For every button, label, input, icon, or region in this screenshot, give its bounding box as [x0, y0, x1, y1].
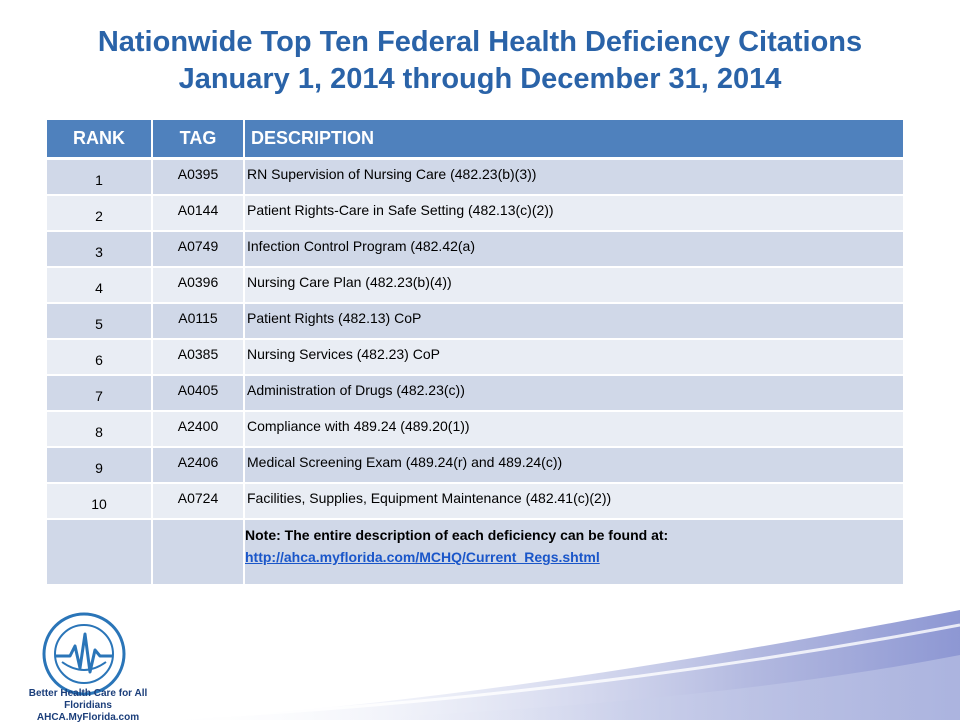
rank-cell: 6	[47, 339, 153, 376]
table-row: 4 A0396 Nursing Care Plan (482.23(b)(4))	[47, 267, 903, 304]
table-row: 9 A2406 Medical Screening Exam (489.24(r) …	[47, 447, 903, 484]
description-cell: Facilities, Supplies, Equipment Maintena…	[244, 483, 903, 520]
rank-cell: 10	[47, 483, 153, 520]
tag-cell: A2406	[152, 447, 245, 484]
tag-cell: A0385	[152, 339, 245, 376]
logo-tagline-block: Better Health Care for All Floridians AH…	[8, 688, 168, 724]
tagline-text: Better Health Care for All Floridians	[28, 688, 148, 711]
description-cell: Patient Rights-Care in Safe Setting (482…	[244, 195, 903, 232]
tag-cell: A0395	[152, 158, 245, 196]
website-text: AHCA.MyFlorida.com	[36, 712, 140, 723]
rank-cell: 8	[47, 411, 153, 448]
table-row: 8 A2400 Compliance with 489.24 (489.20(1))	[47, 411, 903, 448]
decorative-swoosh	[150, 610, 960, 720]
table-row: 7 A0405 Administration of Drugs (482.23(c)…	[47, 375, 903, 412]
description-cell: Infection Control Program (482.42(a)	[244, 231, 903, 268]
rank-cell: 1	[47, 158, 153, 196]
description-cell: Compliance with 489.24 (489.20(1))	[244, 411, 903, 448]
ahca-logo	[42, 612, 126, 696]
title-line-1: Nationwide Top Ten Federal Health Defici…	[97, 26, 863, 58]
tag-cell: A0749	[152, 231, 245, 268]
description-cell: Patient Rights (482.13) CoP	[244, 303, 903, 340]
description-cell: Nursing Care Plan (482.23(b)(4))	[244, 267, 903, 304]
note-empty-rank	[47, 519, 153, 586]
regulations-link[interactable]: http://ahca.myflorida.com/MCHQ/Current_R…	[245, 549, 600, 565]
note-empty-tag	[152, 519, 245, 586]
title-line-2: January 1, 2014 through December 31, 201…	[178, 63, 782, 95]
table-row: 1 A0395 RN Supervision of Nursing Care (48…	[47, 158, 903, 196]
table-row: 5 A0115 Patient Rights (482.13) CoP	[47, 303, 903, 340]
citations-table: RANK TAG DESCRIPTION 1 A0395 RN Supervisio…	[47, 120, 903, 586]
description-cell: Medical Screening Exam (489.24(r) and 48…	[244, 447, 903, 484]
tag-cell: A0115	[152, 303, 245, 340]
tag-cell: A0396	[152, 267, 245, 304]
header-description: DESCRIPTION	[244, 120, 903, 160]
description-cell: Administration of Drugs (482.23(c))	[244, 375, 903, 412]
rank-cell: 5	[47, 303, 153, 340]
tag-cell: A0724	[152, 483, 245, 520]
table-header-row: RANK TAG DESCRIPTION	[47, 120, 903, 160]
rank-cell: 3	[47, 231, 153, 268]
table-body: 1 A0395 RN Supervision of Nursing Care (48…	[47, 158, 903, 586]
rank-cell: 9	[47, 447, 153, 484]
rank-cell: 7	[47, 375, 153, 412]
citations-table-container: RANK TAG DESCRIPTION 1 A0395 RN Supervisio…	[47, 120, 903, 586]
header-rank: RANK	[47, 120, 153, 160]
note-text: Note: The entire description of each def…	[245, 527, 669, 543]
slide-title: Nationwide Top Ten Federal Health Defici…	[0, 24, 960, 98]
table-row: 2 A0144 Patient Rights-Care in Safe Settin…	[47, 195, 903, 232]
tag-cell: A2400	[152, 411, 245, 448]
description-cell: RN Supervision of Nursing Care (482.23(b…	[244, 158, 903, 196]
rank-cell: 4	[47, 267, 153, 304]
note-row: Note: The entire description of each def…	[47, 519, 903, 586]
tag-cell: A0144	[152, 195, 245, 232]
note-cell: Note: The entire description of each def…	[244, 519, 903, 586]
header-tag: TAG	[152, 120, 245, 160]
description-cell: Nursing Services (482.23) CoP	[244, 339, 903, 376]
table-row: 6 A0385 Nursing Services (482.23) CoP	[47, 339, 903, 376]
table-row: 3 A0749 Infection Control Program (482.42(…	[47, 231, 903, 268]
rank-cell: 2	[47, 195, 153, 232]
tag-cell: A0405	[152, 375, 245, 412]
table-row: 10 A0724 Facilities, Supplies, Equipment M…	[47, 483, 903, 520]
